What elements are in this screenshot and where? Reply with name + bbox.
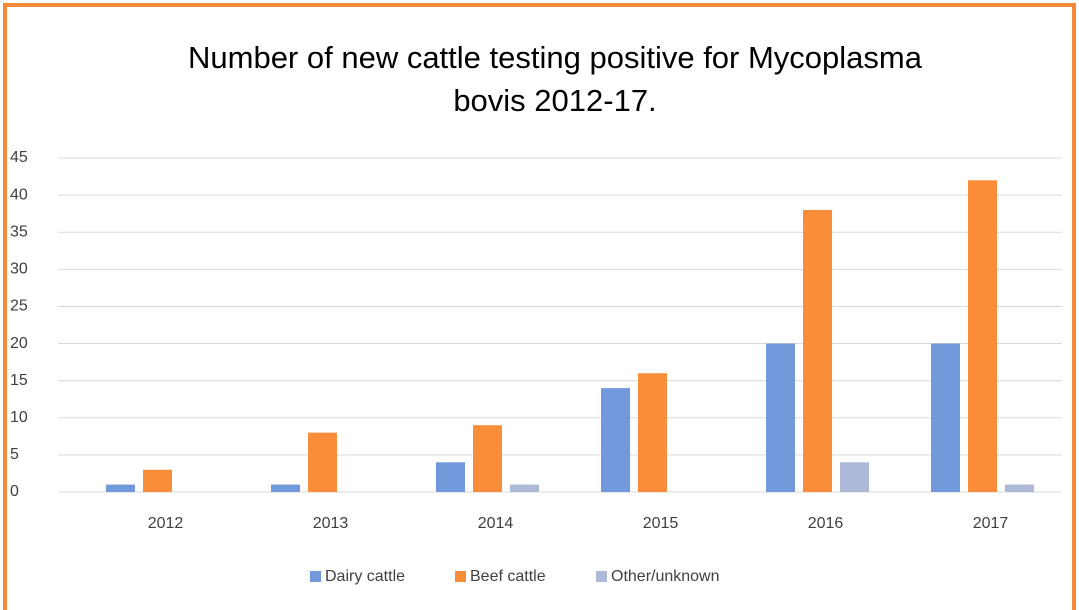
bar bbox=[1005, 484, 1034, 492]
y-tick-label: 10 bbox=[10, 409, 28, 426]
bar bbox=[803, 209, 832, 492]
bar bbox=[968, 180, 997, 492]
x-tick-label: 2015 bbox=[643, 515, 679, 532]
y-tick-label: 5 bbox=[10, 446, 19, 463]
legend-label: Dairy cattle bbox=[325, 568, 405, 585]
x-tick-label: 2014 bbox=[478, 515, 514, 532]
bar bbox=[106, 484, 135, 492]
bar bbox=[271, 484, 300, 492]
legend-swatch bbox=[596, 571, 607, 582]
x-tick-label: 2016 bbox=[808, 515, 844, 532]
y-tick-label: 35 bbox=[10, 223, 28, 240]
bar bbox=[473, 425, 502, 492]
bar bbox=[308, 432, 337, 492]
bar bbox=[638, 373, 667, 492]
bar bbox=[510, 484, 539, 492]
x-tick-label: 2013 bbox=[313, 515, 349, 532]
bar bbox=[436, 462, 465, 492]
y-tick-label: 15 bbox=[10, 372, 28, 389]
legend-swatch bbox=[455, 571, 466, 582]
chart-title: Number of new cattle testing positive fo… bbox=[188, 40, 923, 75]
legend-label: Other/unknown bbox=[611, 568, 720, 585]
x-tick-label: 2012 bbox=[148, 515, 184, 532]
x-tick-label: 2017 bbox=[973, 515, 1009, 532]
bar bbox=[931, 343, 960, 492]
y-tick-label: 45 bbox=[10, 149, 28, 166]
y-tick-label: 30 bbox=[10, 261, 28, 278]
legend-swatch bbox=[310, 571, 321, 582]
y-tick-label: 25 bbox=[10, 298, 28, 315]
y-tick-label: 0 bbox=[10, 483, 19, 500]
legend-label: Beef cattle bbox=[470, 568, 546, 585]
y-tick-label: 20 bbox=[10, 335, 28, 352]
y-tick-label: 40 bbox=[10, 186, 28, 203]
bar bbox=[143, 469, 172, 492]
bar bbox=[601, 388, 630, 492]
chart-title: bovis 2012-17. bbox=[453, 83, 656, 118]
bar bbox=[840, 462, 869, 492]
bar bbox=[766, 343, 795, 492]
frame-border bbox=[3, 3, 1076, 610]
